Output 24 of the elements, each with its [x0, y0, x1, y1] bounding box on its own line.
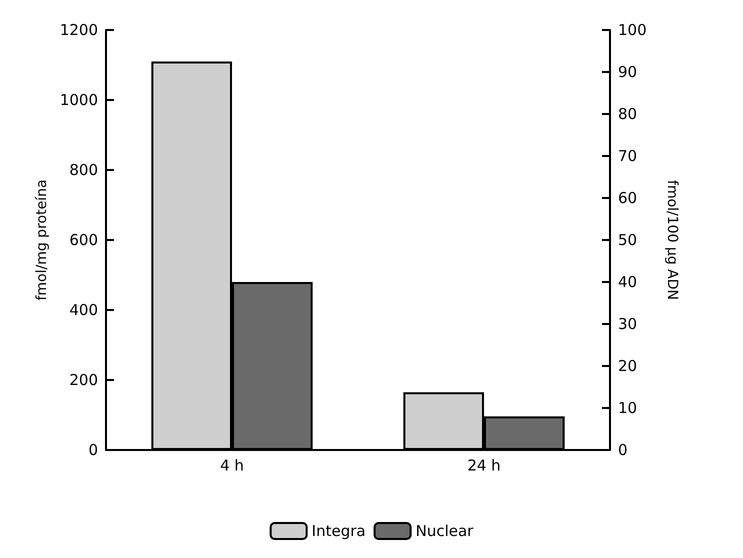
y-tick-label: 400 — [69, 301, 98, 319]
x-tick-label: 24 h — [467, 456, 501, 474]
legend-label: Integra — [312, 522, 366, 540]
y2-tick-label: 60 — [618, 189, 638, 207]
y2-tick-label: 10 — [618, 399, 638, 417]
y-tick-label: 600 — [69, 231, 98, 249]
y-tick-label: 0 — [88, 441, 98, 459]
x-tick-label: 4 h — [220, 456, 244, 474]
y2-tick-label: 100 — [618, 21, 647, 39]
y2-tick-label: 30 — [618, 315, 638, 333]
y-tick-label: 800 — [69, 161, 98, 179]
y-tick-label: 200 — [69, 371, 98, 389]
y2-tick-label: 50 — [618, 231, 638, 249]
legend-label: Nuclear — [416, 522, 474, 540]
y2-tick-label: 20 — [618, 357, 638, 375]
y-axis-title: fmol/mg proteína — [34, 179, 50, 301]
y2-axis-title: fmol/100 µg ADN — [664, 180, 680, 300]
y2-tick-label: 40 — [618, 273, 638, 291]
y2-tick-label: 0 — [618, 441, 628, 459]
y2-tick-label: 80 — [618, 105, 638, 123]
y-tick-label: 1000 — [60, 91, 98, 109]
y2-tick-label: 70 — [618, 147, 638, 165]
y2-tick-label: 90 — [618, 63, 638, 81]
y-tick-label: 1200 — [60, 21, 98, 39]
